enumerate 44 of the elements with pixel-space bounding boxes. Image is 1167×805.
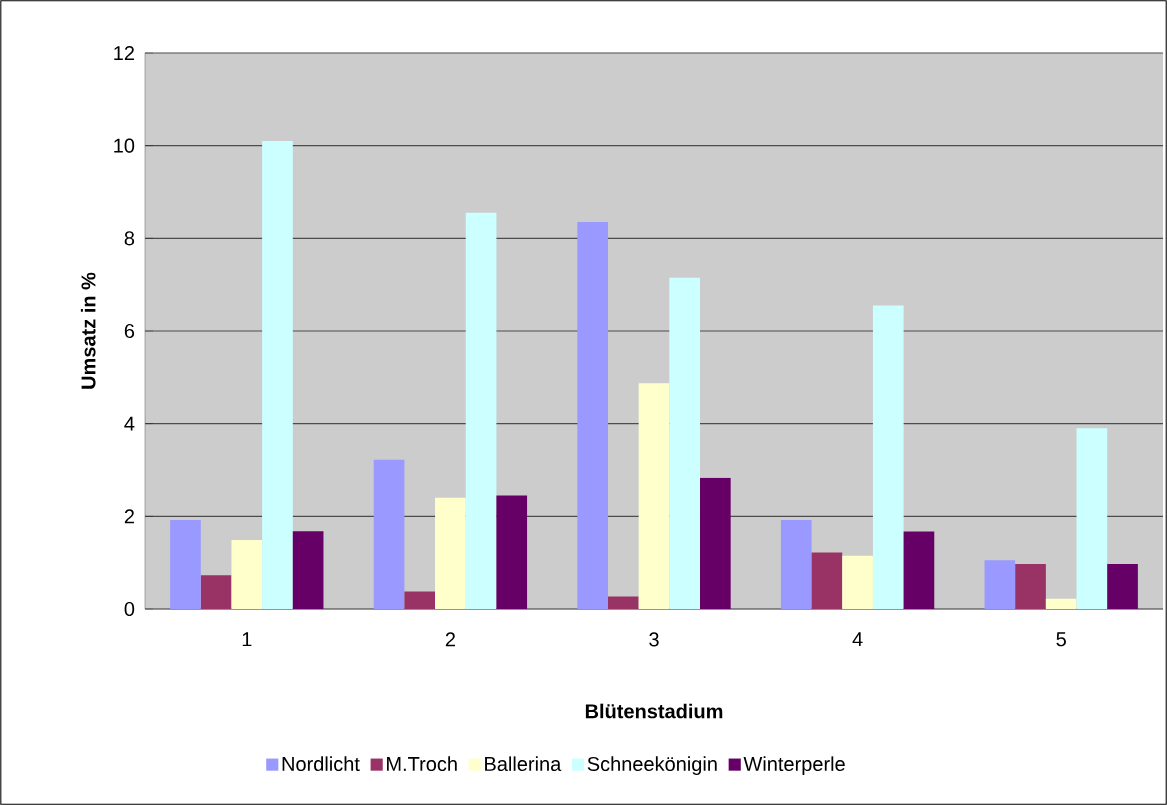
- bar: [1015, 564, 1046, 609]
- y-tick-label: 6: [124, 323, 135, 339]
- bar: [780, 520, 812, 609]
- bar: [465, 212, 497, 609]
- x-tick-label: 3: [649, 632, 659, 647]
- bar: [496, 495, 528, 609]
- legend-label: Nordlicht: [282, 756, 360, 772]
- legend-label: M.Troch: [387, 756, 457, 772]
- bar: [700, 477, 731, 609]
- bar: [435, 497, 466, 609]
- bar: [984, 560, 1016, 609]
- legend-label: Ballerina: [485, 756, 562, 772]
- y-tick-label: 4: [124, 416, 135, 431]
- x-tick-label: 1: [242, 632, 252, 647]
- bar: [1107, 564, 1138, 609]
- y-tick-label: 10: [114, 138, 135, 153]
- legend-label: Winterperle: [743, 756, 845, 775]
- x-axis-title: Blütenstadium: [585, 703, 723, 719]
- y-tick-label: 12: [114, 46, 134, 60]
- bar: [903, 531, 935, 609]
- bar: [1045, 598, 1077, 609]
- bar: [608, 596, 639, 609]
- bar: [577, 222, 609, 609]
- bar: [231, 539, 263, 609]
- legend-label: Schneekönigin: [587, 756, 717, 775]
- y-tick-label: 0: [124, 601, 135, 617]
- bar: [842, 555, 873, 609]
- bar: [872, 305, 904, 609]
- bar: [404, 591, 436, 609]
- x-tick-label: 5: [1056, 632, 1066, 647]
- y-axis-title: Umsatz in %: [80, 272, 96, 389]
- bar: [669, 277, 700, 609]
- bar: [170, 520, 201, 609]
- bar: [292, 531, 324, 609]
- x-tick-label: 4: [852, 632, 863, 647]
- bar: [638, 383, 670, 609]
- y-tick-label: 2: [124, 509, 134, 524]
- bar: [373, 459, 405, 609]
- x-tick-label: 2: [445, 632, 455, 647]
- bar: [1076, 428, 1108, 609]
- bar: [262, 141, 293, 609]
- bar: [811, 552, 843, 609]
- bar: [200, 575, 232, 609]
- y-tick-label: 8: [124, 231, 135, 246]
